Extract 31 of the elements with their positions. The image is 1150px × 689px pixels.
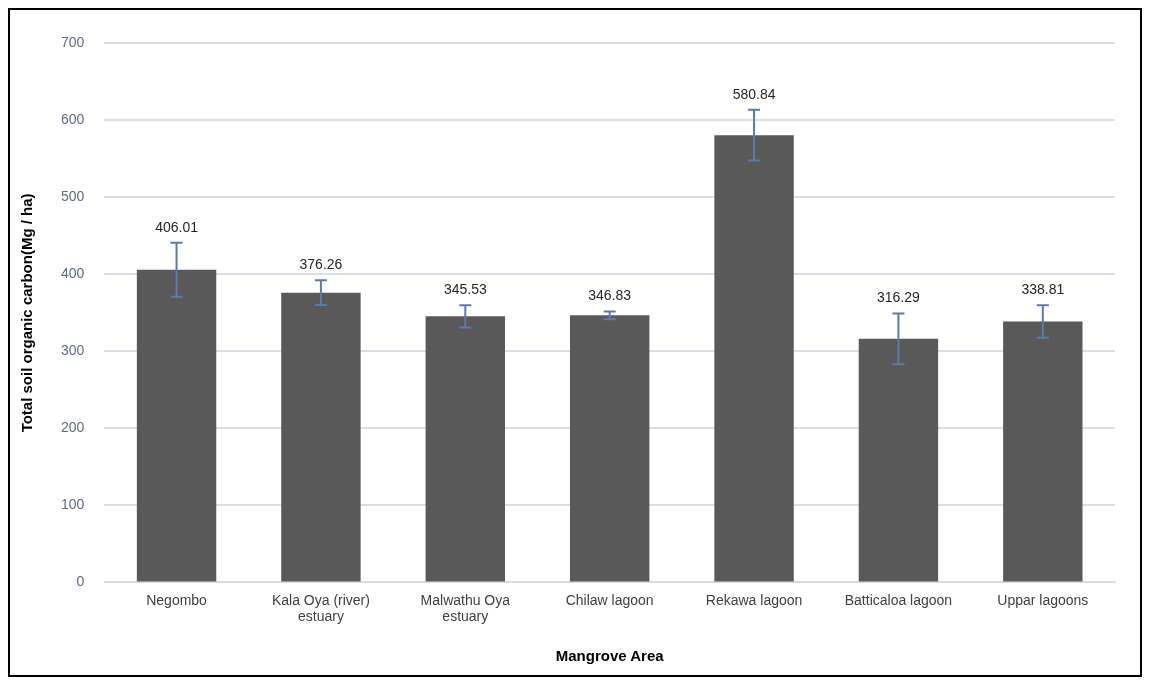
y-tick-label: 300 [61, 342, 85, 359]
y-tick-label: 700 [61, 34, 85, 51]
bar [858, 338, 939, 582]
data-label: 376.26 [299, 256, 343, 273]
y-tick-label: 500 [61, 188, 85, 205]
x-tick-label: Rekawa lagoon [705, 591, 803, 608]
x-tick-label: Chilaw lagoon [565, 591, 654, 608]
bar [281, 292, 361, 582]
data-label: 345.53 [443, 281, 487, 298]
bar [425, 316, 506, 582]
x-axis-title: Mangrove Area [555, 647, 665, 665]
data-label: 580.84 [732, 85, 776, 102]
y-tick-label: 0 [76, 573, 85, 590]
bar [714, 135, 794, 582]
bar [1003, 321, 1083, 582]
data-label: 338.81 [1021, 281, 1065, 298]
x-tick-label: Malwathu Oya estuary [420, 591, 511, 625]
y-axis-title: Total soil organic carbon(Mg / ha) [18, 193, 36, 433]
x-tick-label: Kala Oya (river) estuary [271, 591, 370, 625]
x-tick-label: Uppar lagoons [997, 591, 1089, 608]
bar [136, 269, 217, 582]
y-tick-label: 100 [61, 496, 85, 513]
data-label: 346.83 [588, 287, 632, 304]
data-label: 316.29 [877, 289, 921, 306]
y-tick-label: 400 [61, 265, 85, 282]
y-tick-label: 200 [61, 419, 85, 436]
y-tick-label: 600 [61, 111, 85, 128]
x-tick-label: Batticaloa lagoon [844, 591, 953, 608]
data-label: 406.01 [155, 218, 199, 235]
bar [569, 315, 650, 582]
x-tick-label: Negombo [146, 591, 208, 608]
